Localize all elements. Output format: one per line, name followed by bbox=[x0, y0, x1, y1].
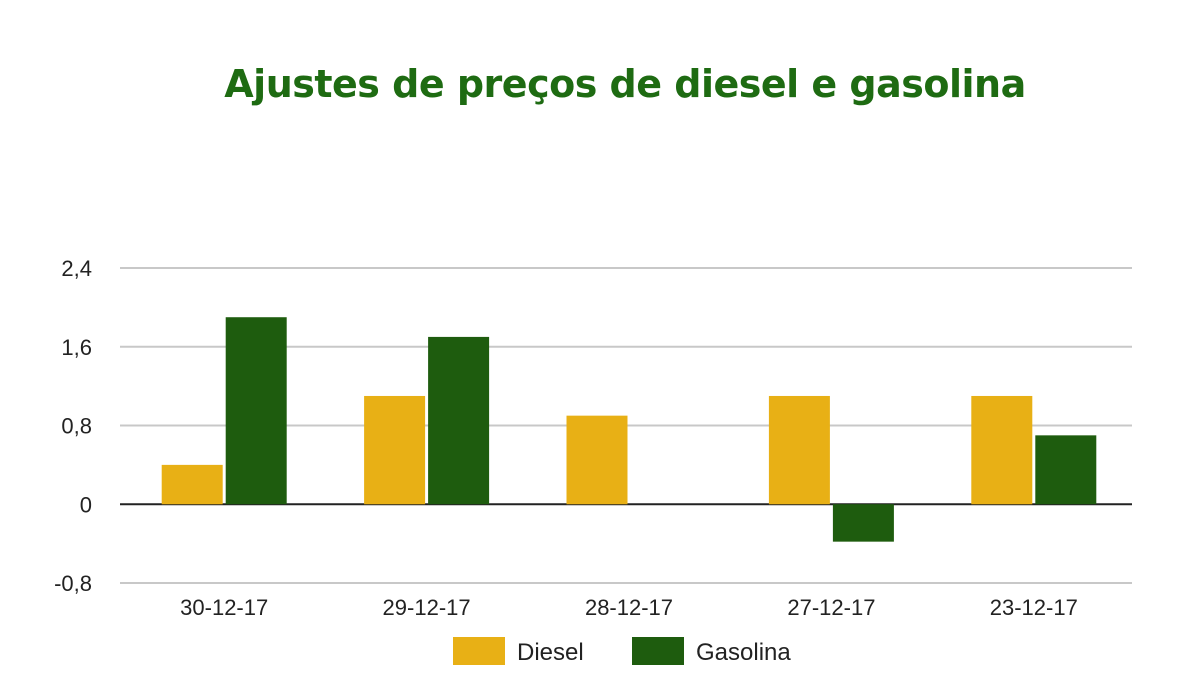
bar-diesel-28-12-17 bbox=[566, 415, 628, 505]
bar-diesel-30-12-17 bbox=[161, 464, 223, 505]
y-tick-label: 0 bbox=[80, 492, 92, 517]
y-tick-label: 0,8 bbox=[61, 414, 92, 439]
x-tick-label: 30-12-17 bbox=[180, 595, 268, 620]
x-tick-label: 29-12-17 bbox=[383, 595, 471, 620]
x-axis: 30-12-17 29-12-17 28-12-17 27-12-17 23-12-17 bbox=[180, 595, 1078, 620]
chart-title: Ajustes de preços de diesel e gasolina bbox=[224, 62, 1026, 106]
legend-label-diesel: Diesel bbox=[517, 639, 584, 666]
legend-label-gasolina: Gasolina bbox=[696, 639, 791, 666]
x-tick-label: 28-12-17 bbox=[585, 595, 673, 620]
bar-diesel-29-12-17 bbox=[364, 395, 426, 505]
legend-swatch-diesel bbox=[453, 637, 505, 665]
y-tick-label: -0,8 bbox=[54, 571, 92, 596]
x-tick-label: 27-12-17 bbox=[787, 595, 875, 620]
legend-swatch-gasolina bbox=[632, 637, 684, 665]
bar-diesel-27-12-17 bbox=[768, 395, 830, 505]
y-tick-label: 2,4 bbox=[61, 256, 92, 281]
bar-gasolina-29-12-17 bbox=[428, 336, 490, 505]
bar-diesel-23-12-17 bbox=[971, 395, 1033, 505]
bars bbox=[161, 317, 1097, 542]
y-axis: 2,4 1,6 0,8 0 -0,8 bbox=[54, 256, 92, 596]
y-tick-label: 1,6 bbox=[61, 335, 92, 360]
bar-gasolina-30-12-17 bbox=[225, 317, 287, 505]
bar-gasolina-27-12-17 bbox=[832, 504, 894, 542]
bar-gasolina-23-12-17 bbox=[1035, 435, 1097, 505]
x-tick-label: 23-12-17 bbox=[990, 595, 1078, 620]
legend: Diesel Gasolina bbox=[453, 637, 791, 666]
